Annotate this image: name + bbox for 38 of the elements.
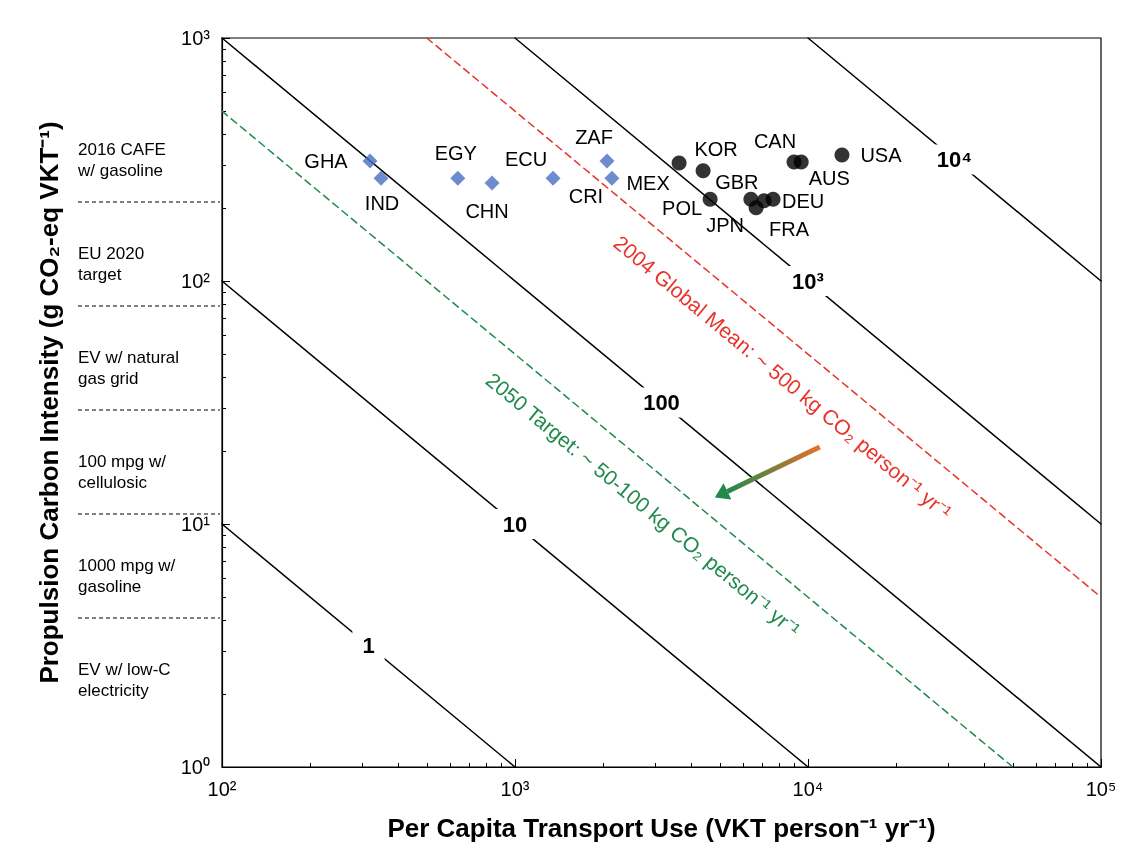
annotation: EGY: [434, 142, 477, 165]
x-tick-label: 10²: [207, 778, 237, 800]
annotation: JPN: [706, 213, 744, 236]
annotation: POL: [662, 197, 703, 220]
x-tick-label: 10⁵: [1085, 778, 1117, 800]
y-tick-label: 10⁰: [180, 756, 210, 778]
x-tick-label: 10⁴: [792, 778, 824, 800]
series-label: 100: [643, 390, 680, 415]
annotation: DEU: [781, 190, 825, 213]
text: EU 2020 target: [78, 244, 145, 284]
text: 100 mpg w/ cellulosic: [78, 452, 167, 492]
x-axis-title: Per Capita Transport Use (VKT person⁻¹ yr⁻¹): [387, 813, 936, 843]
x-tick-label: 10³: [500, 778, 530, 800]
annotation: USA: [860, 144, 903, 166]
annotation: ECU: [504, 148, 548, 171]
text: 1000 mpg w/ gasoline: [78, 556, 176, 596]
series-label: 10⁴: [936, 147, 973, 172]
y-tick-label: 10¹: [181, 513, 211, 535]
y-axis-title: Propulsion Carbon Intensity (g CO₂-eq VKT⁻¹): [34, 121, 64, 684]
annotation: MEX: [626, 171, 670, 194]
annotation: IND: [364, 192, 400, 215]
series-label: 1: [362, 633, 375, 658]
annotation: CRI: [568, 185, 604, 208]
annotation: FRA: [769, 217, 810, 240]
y-tick-label: 10³: [181, 27, 211, 49]
annotation: KOR: [694, 137, 738, 160]
annotation: GBR: [715, 171, 759, 194]
series-label: 10³: [792, 268, 824, 294]
y-tick-label: 10²: [181, 270, 211, 292]
text: 2016 CAFE w/ gasoline: [77, 140, 166, 180]
annotation: GHA: [304, 149, 349, 172]
annotation: CAN: [753, 129, 797, 152]
series-label: 10: [502, 511, 528, 537]
annotation: CHN: [465, 200, 509, 223]
text: EV w/ low-C electricity: [78, 660, 171, 700]
text: EV w/ natural gas grid: [78, 348, 180, 388]
annotation: AUS: [808, 166, 850, 189]
annotation: ZAF: [575, 125, 613, 148]
